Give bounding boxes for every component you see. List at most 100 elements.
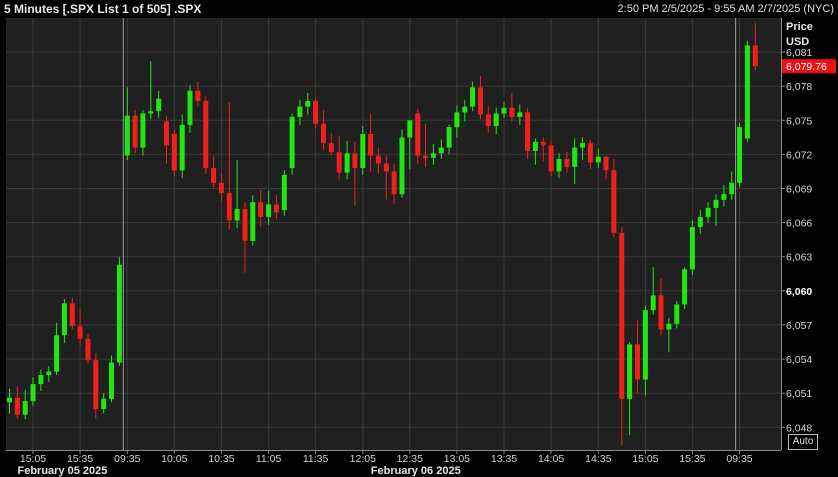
candle-body [383,163,389,172]
y-tick-label: 6,075 [786,115,812,127]
candle-up [156,90,162,118]
candle-down [242,202,248,273]
candle-down [611,159,617,238]
candle-up [344,140,350,180]
candle-body [478,87,483,115]
last-price-label: 6,079.76 [786,61,827,73]
candle-body [148,111,154,114]
candle-body [109,362,114,399]
candle-down [328,132,334,156]
candle-down [752,22,758,71]
candle-up [454,105,460,138]
candle-body [391,171,397,195]
y-tick-label: 6,057 [786,320,812,332]
candle-down [93,353,99,419]
candle-body [93,360,99,410]
candle-up [517,104,523,125]
candle-body [595,156,601,163]
candle-down [211,155,217,188]
candle-up [580,137,585,161]
candle-down [391,163,397,205]
candle-down [423,123,428,167]
candle-down [85,334,91,364]
candle-body [493,113,499,126]
x-axis-panel [0,450,781,477]
candle-body [61,303,67,336]
candle-body [179,124,185,171]
candle-body [242,209,248,241]
candle-body [30,384,36,402]
candle-body [603,156,609,171]
candle-body [572,147,578,167]
candle-body [525,112,531,152]
candle-body [744,45,750,139]
candles [7,22,758,446]
x-tick-label: 14:05 [538,453,564,465]
candle-down [336,136,342,180]
candle-up [116,256,122,366]
x-tick-label: 13:05 [444,453,470,465]
candle-down [509,93,515,122]
candle-body [737,127,742,183]
candle-body [305,101,311,107]
candle-up [532,138,538,165]
chart-title: 5 Minutes [.SPX List 1 of 505] .SPX [4,2,202,16]
candle-up [446,124,452,155]
candle-body [721,194,727,200]
candle-up [470,81,476,112]
candle-up [266,190,272,225]
y-tick-label: 6,081 [786,47,812,59]
candle-down [14,386,20,419]
candle-down [658,278,664,336]
candle-up [109,355,114,403]
candle-body [7,397,12,403]
candle-down [203,96,209,174]
plot-area [6,18,781,450]
candle-down [77,309,83,346]
candle-up [666,318,672,353]
candle-body [658,295,664,330]
candle-body [642,310,648,380]
x-tick-label: 09:35 [114,453,140,465]
candle-up [46,365,52,382]
candle-body [101,398,107,409]
y-tick-label: 6,078 [786,81,812,93]
candle-up [148,61,154,120]
candle-body [446,127,452,148]
candle-body [564,159,570,167]
candle-up [493,107,499,134]
candle-up [187,85,193,133]
candle-body [423,155,428,158]
candle-body [619,232,625,399]
candle-body [187,90,193,125]
candle-up [305,93,311,115]
candle-down [383,155,389,200]
candle-body [116,264,122,363]
candle-body [281,174,287,211]
candle-body [532,141,538,151]
candle-body [729,182,735,195]
candle-up [281,170,287,216]
candle-body [297,106,303,117]
auto-scale-button[interactable]: Auto [788,434,818,450]
candle-body [171,134,177,171]
candle-up [501,102,507,118]
candle-down [313,97,319,129]
candle-up [250,195,256,246]
candle-up [572,138,578,184]
candle-down [548,140,554,176]
candle-body [556,159,562,172]
candle-body [548,145,554,172]
candle-down [69,297,75,330]
candle-body [399,137,405,195]
candle-up [721,185,727,207]
candle-up [713,194,719,226]
x-tick-label: 15:05 [20,453,46,465]
candle-up [124,87,130,161]
candle-down [164,115,169,164]
candle-body [501,107,507,114]
candle-body [752,45,758,67]
candle-up [705,202,711,223]
candle-body [517,112,523,117]
